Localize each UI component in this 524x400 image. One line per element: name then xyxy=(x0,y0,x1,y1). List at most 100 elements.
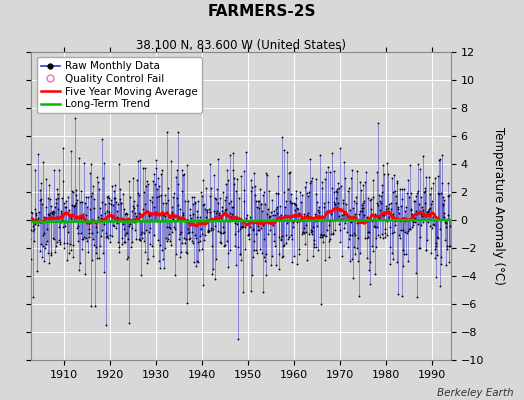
Point xyxy=(157,208,166,215)
Point xyxy=(183,162,191,168)
Point xyxy=(38,158,47,165)
Point xyxy=(45,212,53,218)
Point xyxy=(299,228,308,235)
Point xyxy=(355,293,364,300)
Point xyxy=(329,230,337,236)
Point xyxy=(257,225,266,232)
Point xyxy=(235,195,243,201)
Point xyxy=(428,225,436,231)
Point xyxy=(335,213,343,219)
Point xyxy=(154,237,162,243)
Point xyxy=(79,236,87,243)
Point xyxy=(222,181,230,187)
Point xyxy=(65,212,73,218)
Point xyxy=(167,158,176,164)
Point xyxy=(151,210,160,216)
Point xyxy=(214,200,222,206)
Point xyxy=(200,237,208,243)
Point xyxy=(32,219,41,225)
Point xyxy=(0,215,7,222)
Point xyxy=(17,207,26,214)
Point xyxy=(416,245,424,251)
Point xyxy=(70,203,78,210)
Point xyxy=(361,235,369,241)
Point xyxy=(258,192,267,199)
Point xyxy=(12,192,20,198)
Point xyxy=(269,216,278,223)
Point xyxy=(194,259,203,266)
Point xyxy=(241,224,249,230)
Point xyxy=(43,225,51,232)
Point xyxy=(392,178,401,184)
Point xyxy=(59,224,67,230)
Point xyxy=(46,210,54,216)
Point xyxy=(199,177,207,184)
Point xyxy=(35,248,43,254)
Point xyxy=(22,230,30,237)
Point xyxy=(112,199,120,205)
Point xyxy=(143,178,151,184)
Point xyxy=(233,221,242,228)
Point xyxy=(416,233,424,240)
Point xyxy=(396,186,405,192)
Point xyxy=(174,181,183,187)
Point xyxy=(347,218,355,225)
Point xyxy=(292,188,300,194)
Point xyxy=(325,238,333,244)
Point xyxy=(95,216,104,223)
Point xyxy=(262,272,270,278)
Point xyxy=(311,176,320,182)
Point xyxy=(225,209,234,216)
Point xyxy=(191,199,200,206)
Point xyxy=(286,198,294,204)
Point xyxy=(383,160,391,166)
Legend: Raw Monthly Data, Quality Control Fail, Five Year Moving Average, Long-Term Tren: Raw Monthly Data, Quality Control Fail, … xyxy=(37,57,202,113)
Point xyxy=(32,210,40,216)
Point xyxy=(105,200,114,206)
Point xyxy=(40,258,49,264)
Point xyxy=(397,196,406,203)
Point xyxy=(74,215,83,221)
Point xyxy=(210,222,219,229)
Point xyxy=(104,193,113,199)
Point xyxy=(337,212,346,218)
Point xyxy=(326,218,334,224)
Point xyxy=(124,222,133,229)
Point xyxy=(49,211,58,217)
Point xyxy=(293,261,302,267)
Point xyxy=(13,208,21,214)
Point xyxy=(81,212,90,218)
Point xyxy=(6,197,14,204)
Point xyxy=(107,217,115,224)
Point xyxy=(315,152,324,158)
Point xyxy=(241,187,249,193)
Point xyxy=(429,214,438,220)
Point xyxy=(445,192,454,198)
Point xyxy=(138,235,146,241)
Point xyxy=(116,200,125,206)
Point xyxy=(134,158,143,164)
Point xyxy=(409,218,418,224)
Point xyxy=(239,218,247,225)
Point xyxy=(191,232,199,238)
Point xyxy=(256,186,264,192)
Point xyxy=(422,173,430,180)
Point xyxy=(87,192,95,199)
Point xyxy=(399,246,408,253)
Point xyxy=(252,198,260,204)
Point xyxy=(86,302,95,309)
Point xyxy=(270,231,278,238)
Point xyxy=(24,208,32,214)
Point xyxy=(339,197,347,203)
Point xyxy=(430,222,438,228)
Point xyxy=(380,212,388,218)
Point xyxy=(350,198,358,204)
Point xyxy=(314,247,322,253)
Point xyxy=(108,202,117,209)
Point xyxy=(208,243,216,250)
Point xyxy=(250,192,259,198)
Point xyxy=(192,262,200,269)
Point xyxy=(370,211,379,218)
Point xyxy=(446,243,454,249)
Point xyxy=(351,232,359,238)
